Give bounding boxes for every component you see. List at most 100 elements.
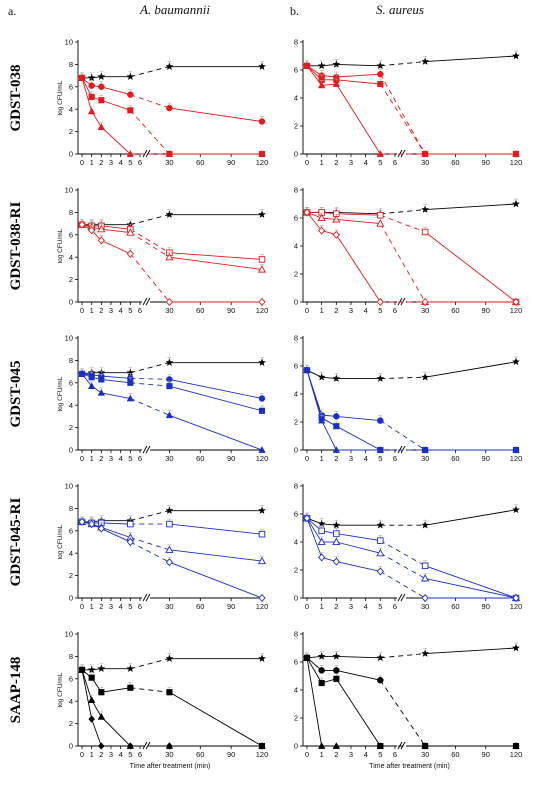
x-tick-label: 6 xyxy=(393,750,397,759)
x-tick-label: 90 xyxy=(227,602,235,611)
data-point xyxy=(421,205,430,213)
data-point xyxy=(332,652,341,660)
x-tick-label: 4 xyxy=(364,306,368,315)
y-tick-label: 6 xyxy=(69,82,73,91)
series-line-break-segment xyxy=(130,687,170,693)
data-point xyxy=(258,62,266,71)
x-tick-label: 90 xyxy=(482,306,490,315)
axis-break-mark xyxy=(145,297,151,306)
x-tick-label: 4 xyxy=(364,750,368,759)
y-tick-label: 10 xyxy=(65,630,73,639)
axis-break-mark xyxy=(400,741,406,750)
data-point xyxy=(377,537,384,544)
series-line-segment xyxy=(336,415,381,422)
data-point xyxy=(377,80,384,88)
data-point xyxy=(78,220,86,229)
series-line-break-segment xyxy=(380,552,426,579)
x-tick-label: 30 xyxy=(421,602,429,611)
x-tick-label: 4 xyxy=(119,306,123,315)
x-tick-label: 3 xyxy=(349,306,353,315)
data-point xyxy=(318,226,326,235)
x-tick-label: 0 xyxy=(305,158,309,167)
x-tick-label: 60 xyxy=(451,454,459,463)
data-point xyxy=(376,446,385,453)
series-line-break-segment xyxy=(129,110,170,155)
y-tick-label: 0 xyxy=(69,298,73,307)
x-tick-label: 2 xyxy=(334,602,338,611)
axis-break-mark xyxy=(400,149,406,158)
y-tick-label: 2 xyxy=(69,127,73,136)
panel-letter-a: a. xyxy=(8,4,16,18)
x-tick-label: 4 xyxy=(119,158,123,167)
x-tick-label: 0 xyxy=(305,306,309,315)
series-line-segment xyxy=(336,669,381,681)
y-tick-label: 4 xyxy=(294,538,298,547)
x-tick-label: 30 xyxy=(421,158,429,167)
y-tick-label: 0 xyxy=(294,150,298,159)
data-point xyxy=(78,517,86,526)
series-line-segment xyxy=(306,65,323,86)
series-line-segment xyxy=(169,385,263,412)
series-line-segment xyxy=(169,252,263,260)
data-point xyxy=(126,249,134,258)
series-3-diamond xyxy=(303,207,520,307)
y-tick-label: 2 xyxy=(294,270,298,279)
series-line-break-segment xyxy=(130,537,170,551)
data-point xyxy=(126,394,135,402)
data-point xyxy=(421,446,429,453)
y-tick-label: 0 xyxy=(69,742,73,751)
chart-panel-gdst-045-ri-b: 0 2 4 6 8 0 1 2 3 4 5 6 30 60 90 120 xyxy=(294,482,522,611)
data-point xyxy=(165,62,174,71)
y-axis-label: log CFU/mL xyxy=(57,672,64,707)
x-tick-label: 3 xyxy=(109,602,113,611)
axis-break-mark xyxy=(142,593,148,602)
x-tick-label: 120 xyxy=(510,158,523,167)
series-0-star xyxy=(303,642,520,662)
data-point xyxy=(98,689,105,696)
y-axis-label: log CFU/mL xyxy=(57,228,64,263)
x-tick-label: 120 xyxy=(510,306,523,315)
series-line-break-segment xyxy=(130,658,170,670)
data-point xyxy=(258,742,266,750)
y-tick-label: 4 xyxy=(294,686,298,695)
x-tick-label: 120 xyxy=(510,454,523,463)
data-point xyxy=(258,530,266,538)
x-tick-label: 1 xyxy=(90,454,94,463)
x-tick-label: 1 xyxy=(90,750,94,759)
series-line-segment xyxy=(101,527,131,538)
series-line-segment xyxy=(306,657,323,747)
x-tick-label: 3 xyxy=(109,158,113,167)
data-point xyxy=(126,664,135,673)
series-line-segment xyxy=(101,225,131,230)
data-point xyxy=(165,545,174,553)
data-point xyxy=(421,150,429,157)
y-tick-label: 8 xyxy=(294,482,298,491)
data-point xyxy=(332,215,341,223)
data-point xyxy=(377,211,384,219)
series-1-circle xyxy=(303,652,520,750)
series-line-break-segment xyxy=(130,232,170,258)
series-line-break-segment xyxy=(130,377,170,380)
y-tick-label: 4 xyxy=(294,242,298,251)
x-tick-label: 1 xyxy=(90,306,94,315)
row-label: GDST-045 xyxy=(8,361,24,428)
data-point xyxy=(421,649,430,657)
data-point xyxy=(97,388,106,396)
data-point xyxy=(98,376,105,383)
x-tick-label: 4 xyxy=(119,750,123,759)
data-point xyxy=(376,548,385,557)
x-tick-label: 30 xyxy=(165,454,173,463)
data-point xyxy=(258,654,266,663)
series-3-triangle xyxy=(78,368,266,453)
data-point xyxy=(258,446,266,453)
series-line-segment xyxy=(425,203,517,211)
data-point xyxy=(376,374,385,382)
x-tick-label: 120 xyxy=(256,158,269,167)
data-point xyxy=(97,72,106,81)
x-tick-label: 120 xyxy=(256,454,269,463)
series-line-segment xyxy=(306,657,323,684)
series-0-star xyxy=(303,504,520,529)
series-line-break-segment xyxy=(130,510,170,522)
